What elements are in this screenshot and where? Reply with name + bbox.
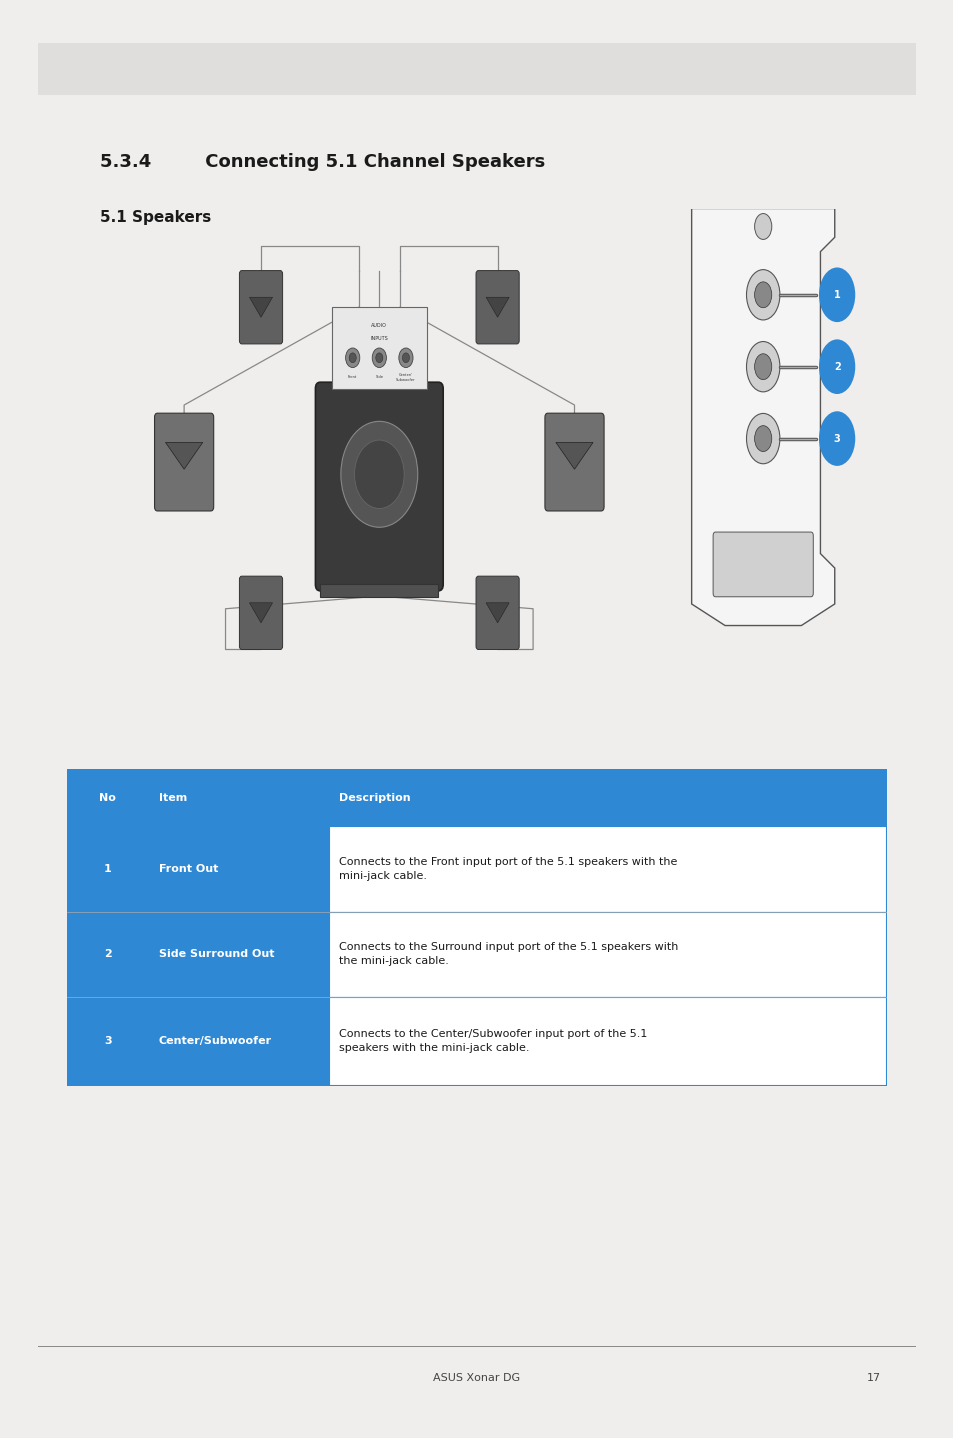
FancyBboxPatch shape <box>154 413 213 510</box>
Circle shape <box>745 342 779 393</box>
Text: 17: 17 <box>865 1373 880 1382</box>
Text: 1: 1 <box>104 864 112 874</box>
Text: 2: 2 <box>104 949 112 959</box>
Text: 5.3.4   Connecting 5.1 Channel Speakers: 5.3.4 Connecting 5.1 Channel Speakers <box>99 154 544 171</box>
FancyBboxPatch shape <box>476 270 518 344</box>
FancyBboxPatch shape <box>239 577 282 650</box>
Polygon shape <box>486 603 509 623</box>
Circle shape <box>398 348 413 368</box>
Text: 5.1 Speakers: 5.1 Speakers <box>99 210 211 224</box>
Polygon shape <box>250 298 273 318</box>
Text: 3: 3 <box>104 1037 112 1047</box>
Polygon shape <box>691 209 834 626</box>
Circle shape <box>818 411 854 466</box>
FancyBboxPatch shape <box>149 827 329 912</box>
Text: Center/Subwoofer: Center/Subwoofer <box>158 1037 272 1047</box>
FancyBboxPatch shape <box>149 769 329 827</box>
FancyBboxPatch shape <box>320 584 438 597</box>
Circle shape <box>402 352 409 362</box>
Text: Description: Description <box>339 792 411 802</box>
Circle shape <box>754 426 771 452</box>
FancyBboxPatch shape <box>329 769 886 827</box>
FancyBboxPatch shape <box>544 413 603 510</box>
FancyBboxPatch shape <box>67 997 149 1086</box>
Text: Front: Front <box>348 375 357 380</box>
FancyBboxPatch shape <box>67 769 149 827</box>
Text: INPUTS: INPUTS <box>370 335 388 341</box>
Circle shape <box>754 282 771 308</box>
Circle shape <box>340 421 417 528</box>
Circle shape <box>745 414 779 463</box>
Text: 2: 2 <box>833 362 840 371</box>
FancyBboxPatch shape <box>476 577 518 650</box>
Text: Center/
Subwoofer: Center/ Subwoofer <box>395 372 416 381</box>
Circle shape <box>818 267 854 322</box>
FancyBboxPatch shape <box>149 912 329 997</box>
Circle shape <box>349 352 355 362</box>
Text: Item: Item <box>158 792 187 802</box>
Text: Connects to the Surround input port of the 5.1 speakers with
the mini-jack cable: Connects to the Surround input port of t… <box>339 942 678 966</box>
FancyBboxPatch shape <box>315 383 443 591</box>
Polygon shape <box>556 443 593 469</box>
Polygon shape <box>250 603 273 623</box>
Polygon shape <box>165 443 203 469</box>
Circle shape <box>355 440 404 509</box>
FancyBboxPatch shape <box>329 912 886 997</box>
Circle shape <box>818 339 854 394</box>
Text: 3: 3 <box>833 434 840 443</box>
FancyBboxPatch shape <box>329 827 886 912</box>
Text: Connects to the Front input port of the 5.1 speakers with the
mini-jack cable.: Connects to the Front input port of the … <box>339 857 677 881</box>
FancyBboxPatch shape <box>149 997 329 1086</box>
Text: Connects to the Center/Subwoofer input port of the 5.1
speakers with the mini-ja: Connects to the Center/Subwoofer input p… <box>339 1030 647 1054</box>
FancyBboxPatch shape <box>332 308 426 388</box>
FancyBboxPatch shape <box>712 532 812 597</box>
FancyBboxPatch shape <box>239 270 282 344</box>
Text: No: No <box>99 792 116 802</box>
Circle shape <box>754 214 771 240</box>
Text: AUDIO: AUDIO <box>371 322 387 328</box>
FancyBboxPatch shape <box>329 997 886 1086</box>
Circle shape <box>745 270 779 321</box>
FancyBboxPatch shape <box>67 827 149 912</box>
Circle shape <box>372 348 386 368</box>
Text: 1: 1 <box>833 290 840 299</box>
Polygon shape <box>486 298 509 318</box>
Text: Front Out: Front Out <box>158 864 218 874</box>
FancyBboxPatch shape <box>67 912 149 997</box>
Text: ASUS Xonar DG: ASUS Xonar DG <box>433 1373 520 1382</box>
Text: Side: Side <box>375 375 383 380</box>
Circle shape <box>345 348 359 368</box>
Circle shape <box>375 352 382 362</box>
Circle shape <box>754 354 771 380</box>
Text: Side Surround Out: Side Surround Out <box>158 949 274 959</box>
FancyBboxPatch shape <box>38 43 915 95</box>
